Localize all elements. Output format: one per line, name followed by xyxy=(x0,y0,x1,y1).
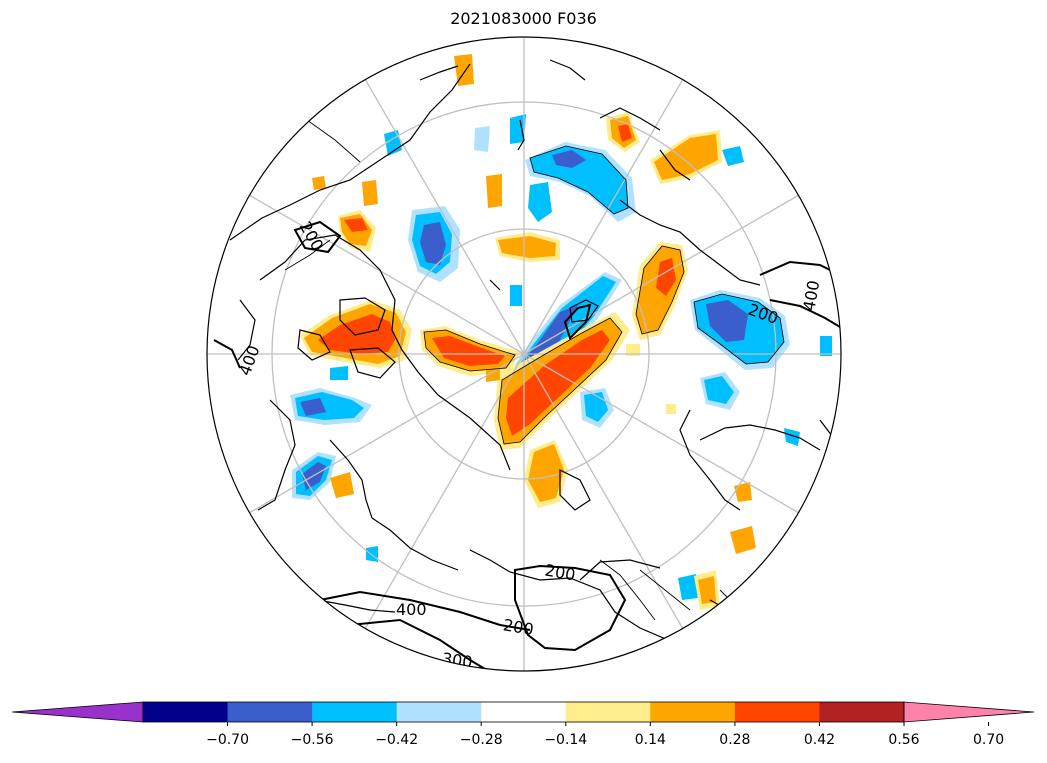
anomaly-blob xyxy=(656,258,676,296)
geopotential-contours xyxy=(213,220,841,671)
colorbar-segments xyxy=(11,701,1035,723)
anomaly-blob xyxy=(618,124,632,142)
page-title: 2021083000 F036 xyxy=(450,9,597,28)
contour-line xyxy=(563,303,592,340)
colorbar-segment xyxy=(312,702,398,722)
anomaly-blob xyxy=(654,134,718,180)
map-boundary xyxy=(206,36,842,672)
colorbar-tick-label: −0.28 xyxy=(460,732,503,748)
colorbar-tick-label: −0.56 xyxy=(291,732,334,748)
map-interior: 200 400 200 200 400 200 400 300 xyxy=(207,37,841,672)
shaded-anomaly-field xyxy=(290,54,832,610)
polar-stereographic-map: 200 400 200 200 400 200 400 300 xyxy=(206,36,842,672)
colorbar-segment xyxy=(565,702,651,722)
colorbar-segment xyxy=(143,702,229,722)
anomaly-blob xyxy=(730,526,756,554)
anomaly-blob xyxy=(706,300,748,342)
contour-label: 300 xyxy=(441,649,474,672)
anomaly-blob xyxy=(698,576,716,604)
anomaly-blob xyxy=(820,336,832,356)
anomaly-blob xyxy=(666,404,676,414)
colorbar-tick-label: −0.70 xyxy=(206,732,249,748)
colorbar-tick-label: 0.42 xyxy=(804,732,835,748)
contour-line xyxy=(293,220,342,254)
anomaly-blob xyxy=(784,428,800,446)
colorbar-segment xyxy=(396,702,482,722)
anomaly-blob xyxy=(344,218,368,232)
colorbar-segment xyxy=(481,702,567,722)
anomaly-blob xyxy=(528,444,564,502)
contour-labels: 200 400 200 200 400 200 400 300 xyxy=(235,218,823,672)
anomaly-blob xyxy=(704,376,734,404)
anomaly-blob xyxy=(362,180,378,206)
anomaly-blob xyxy=(300,398,326,416)
colorbar-tick-label: −0.14 xyxy=(544,732,587,748)
colorbar-tick-label: 0.14 xyxy=(635,732,666,748)
colorbar-tick-label: −0.42 xyxy=(375,732,418,748)
anomaly-blob xyxy=(530,146,628,214)
colorbar: −0.70 −0.56 −0.42 −0.28 −0.14 0.14 0.28 0.42 0.5… xyxy=(11,701,1035,748)
anomaly-blob xyxy=(474,126,490,152)
anomaly-blob xyxy=(486,174,502,208)
anomaly-blob xyxy=(506,330,610,436)
anomaly-blob xyxy=(366,546,378,562)
anomaly-blob xyxy=(626,344,640,356)
anomaly-blob xyxy=(510,285,522,306)
colorbar-extend-high xyxy=(903,701,1035,723)
anomaly-blob xyxy=(498,236,556,258)
contour-line xyxy=(319,590,531,631)
colorbar-frame xyxy=(142,701,905,723)
anomaly-blob xyxy=(722,146,744,166)
anomaly-blob xyxy=(330,472,354,498)
anomaly-blob xyxy=(312,176,326,190)
contour-label: 400 xyxy=(396,600,427,619)
colorbar-segment xyxy=(650,702,736,722)
anomaly-blob xyxy=(330,366,348,380)
anomaly-blob xyxy=(454,54,474,86)
colorbar-tick-label: 0.56 xyxy=(888,732,919,748)
colorbar-tick-label: 0.28 xyxy=(719,732,750,748)
anomaly-contours xyxy=(423,145,785,445)
anomaly-blob xyxy=(552,150,586,168)
colorbar-segment xyxy=(734,702,820,722)
colorbar-extend-low xyxy=(11,701,144,723)
graticule xyxy=(207,37,841,671)
colorbar-segment xyxy=(819,702,905,722)
contour-line xyxy=(514,564,627,652)
contour-line xyxy=(213,339,241,369)
colorbar-tick-label: 0.70 xyxy=(973,732,1004,748)
coastlines xyxy=(229,59,841,641)
anomaly-blob xyxy=(528,182,552,222)
colorbar-ticks: −0.70 −0.56 −0.42 −0.28 −0.14 0.14 0.28 0.42 0.5… xyxy=(206,722,1004,748)
anomaly-blob xyxy=(678,574,698,600)
anomaly-blob xyxy=(486,364,500,382)
anomaly-blob xyxy=(420,222,446,265)
contour-line xyxy=(769,299,841,331)
anomaly-blob xyxy=(510,114,526,144)
anomaly-blob xyxy=(432,336,505,366)
contour-line xyxy=(349,618,491,671)
colorbar-segment xyxy=(227,702,313,722)
